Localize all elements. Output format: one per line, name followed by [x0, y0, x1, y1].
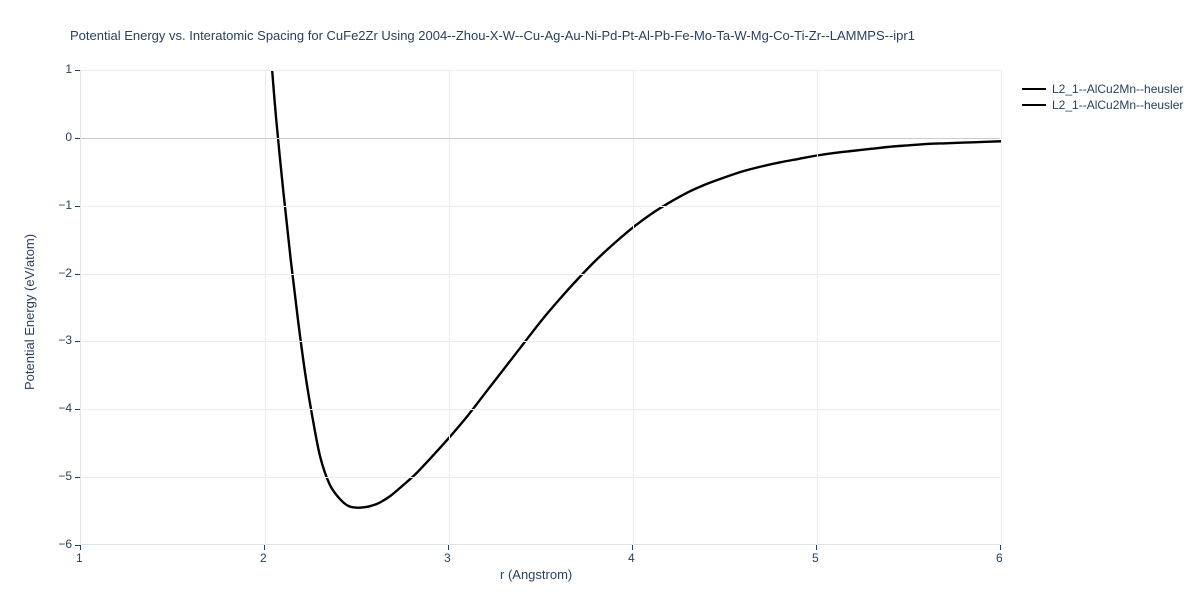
legend-item[interactable]: L2_1--AlCu2Mn--heusler: [1022, 98, 1183, 112]
y-axis-label: Potential Energy (eV/atom): [22, 234, 37, 390]
x-axis-label: r (Angstrom): [500, 567, 572, 582]
y-tick-label: −3: [58, 333, 72, 347]
x-tick-mark: [448, 545, 449, 550]
chart-container: Potential Energy vs. Interatomic Spacing…: [0, 0, 1200, 600]
gridline-vertical: [265, 70, 266, 544]
x-tick-mark: [1000, 545, 1001, 550]
legend-label: L2_1--AlCu2Mn--heusler: [1052, 82, 1183, 96]
y-tick-label: −6: [58, 537, 72, 551]
y-tick-mark: [75, 477, 80, 478]
y-tick-label: 0: [65, 130, 72, 144]
gridline-horizontal: [81, 70, 1000, 71]
y-tick-mark: [75, 274, 80, 275]
y-tick-label: −1: [58, 198, 72, 212]
chart-title: Potential Energy vs. Interatomic Spacing…: [70, 28, 915, 43]
gridline-horizontal: [81, 274, 1000, 275]
legend: L2_1--AlCu2Mn--heusler L2_1--AlCu2Mn--heu…: [1022, 82, 1183, 114]
plot-area: [80, 70, 1000, 545]
x-tick-label: 2: [260, 551, 267, 565]
x-tick-label: 5: [812, 551, 819, 565]
x-tick-mark: [80, 545, 81, 550]
gridline-vertical: [817, 70, 818, 544]
legend-label: L2_1--AlCu2Mn--heusler: [1052, 98, 1183, 112]
series-line: [271, 50, 1001, 508]
x-tick-mark: [816, 545, 817, 550]
x-tick-mark: [264, 545, 265, 550]
gridline-vertical: [449, 70, 450, 544]
gridline-vertical: [1001, 70, 1002, 544]
gridline-horizontal: [81, 206, 1000, 207]
y-tick-mark: [75, 70, 80, 71]
zero-line: [81, 138, 1000, 139]
y-tick-label: −5: [58, 469, 72, 483]
y-tick-mark: [75, 138, 80, 139]
gridline-horizontal: [81, 341, 1000, 342]
x-tick-label: 6: [996, 551, 1003, 565]
gridline-vertical: [633, 70, 634, 544]
legend-item[interactable]: L2_1--AlCu2Mn--heusler: [1022, 82, 1183, 96]
x-tick-mark: [632, 545, 633, 550]
y-tick-label: −2: [58, 266, 72, 280]
y-tick-mark: [75, 409, 80, 410]
legend-swatch: [1022, 88, 1046, 90]
gridline-horizontal: [81, 409, 1000, 410]
line-series: [81, 70, 1001, 545]
y-tick-mark: [75, 341, 80, 342]
x-tick-label: 4: [628, 551, 635, 565]
x-tick-label: 1: [76, 551, 83, 565]
x-tick-label: 3: [444, 551, 451, 565]
gridline-horizontal: [81, 477, 1000, 478]
legend-swatch: [1022, 104, 1046, 106]
y-tick-mark: [75, 545, 80, 546]
y-tick-label: 1: [65, 62, 72, 76]
y-tick-label: −4: [58, 401, 72, 415]
y-tick-mark: [75, 206, 80, 207]
